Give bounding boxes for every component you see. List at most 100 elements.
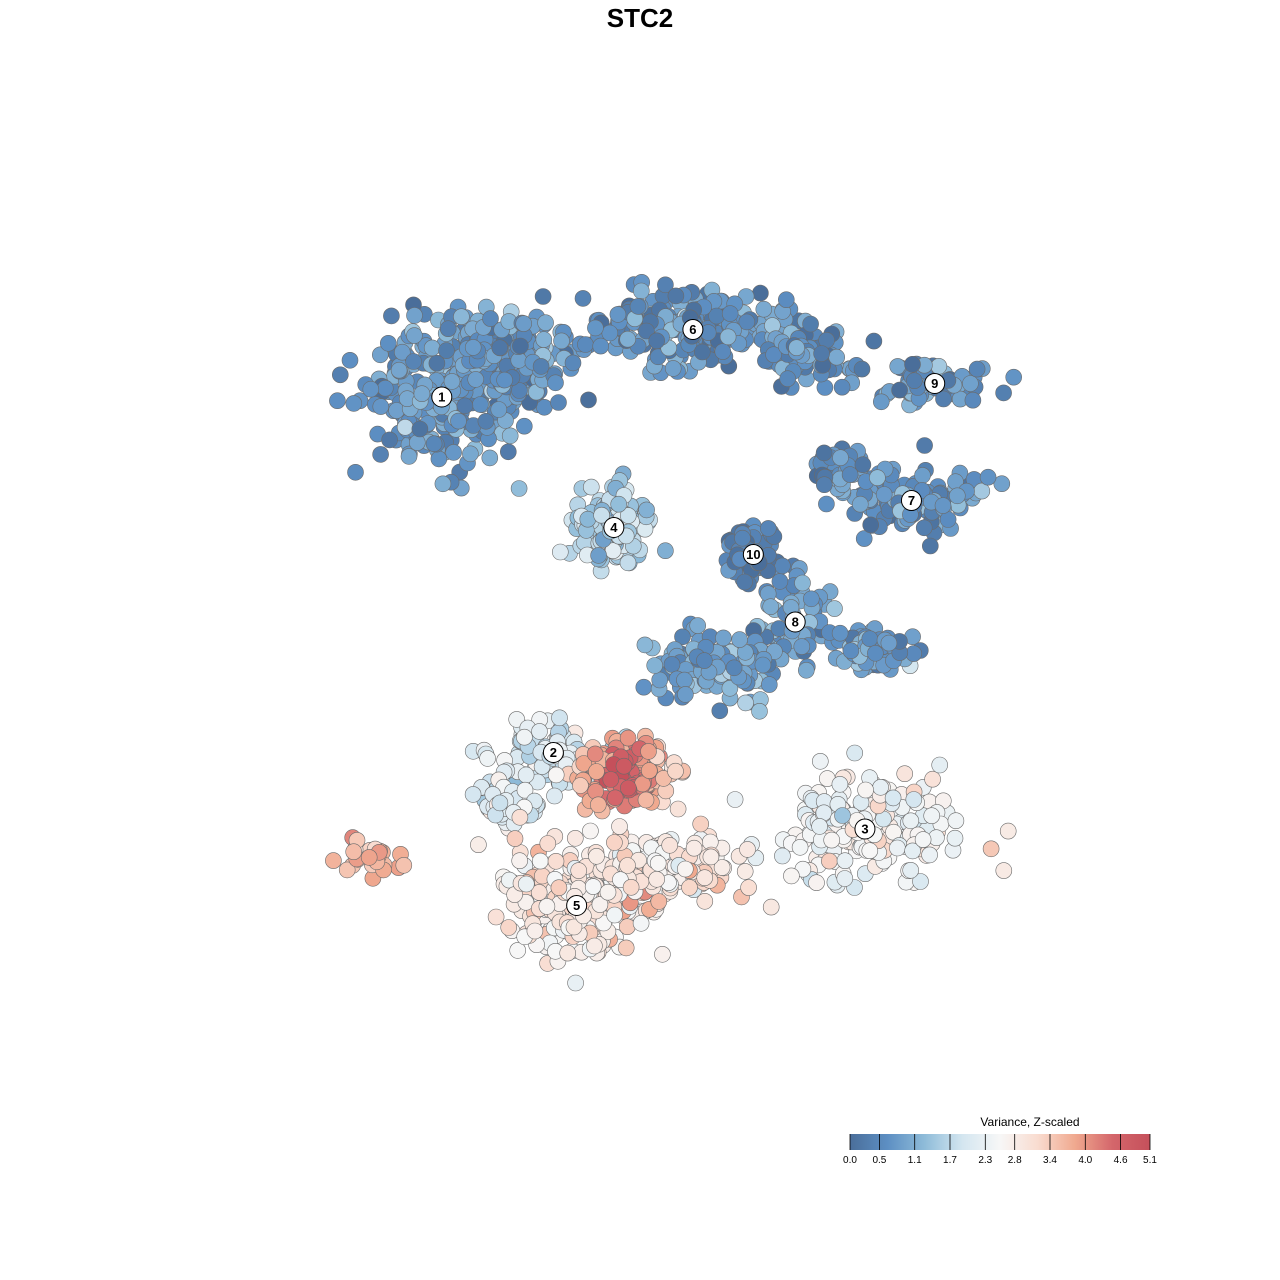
scatter-point — [815, 476, 833, 494]
scatter-point — [921, 846, 938, 864]
cluster-label-badge — [924, 373, 946, 394]
scatter-point — [379, 334, 397, 352]
scatter-point — [696, 652, 713, 669]
scatter-point — [968, 360, 986, 378]
scatter-point — [395, 856, 413, 874]
scatter-point — [762, 898, 780, 916]
scatter-point — [619, 779, 637, 797]
cluster-labels: 1 2 3 4 5 6 7 8 9 10 — [431, 319, 946, 916]
scatter-point — [765, 346, 782, 364]
scatter-point — [411, 420, 429, 438]
scatter-point — [372, 398, 390, 415]
scatter-point — [648, 870, 666, 888]
cluster-label-badge — [566, 895, 588, 916]
scatter-point — [602, 771, 620, 788]
scatter-point — [517, 766, 535, 784]
scatter-point — [802, 590, 820, 608]
scatter-point — [575, 755, 593, 772]
scatter-point — [760, 676, 778, 693]
scatter-point — [531, 852, 549, 870]
scatter-point — [551, 709, 568, 727]
legend-tick-label: 3.4 — [1043, 1155, 1057, 1166]
scatter-point — [831, 624, 849, 642]
scatter-point — [610, 495, 628, 513]
scatter-point — [590, 547, 607, 564]
scatter-point — [692, 815, 710, 833]
scatter-point — [428, 354, 446, 372]
scatter-point — [547, 374, 564, 392]
scatter-point — [515, 315, 533, 332]
scatter-point — [736, 863, 754, 880]
scatter-point — [713, 859, 731, 876]
scatter-point — [511, 808, 529, 826]
scatter-point — [715, 629, 732, 647]
color-legend: Variance, Z-scaled 0.0 0.5 1.1 1.7 2.3 2.8 3.4… — [843, 1115, 1157, 1166]
scatter-point — [905, 645, 923, 662]
scatter-point — [547, 852, 565, 870]
legend-tick-label: 5.1 — [1143, 1155, 1157, 1166]
scatter-point — [341, 351, 359, 369]
scatter-point — [329, 392, 346, 410]
scatter-point — [783, 867, 800, 885]
scatter-point — [661, 836, 679, 854]
scatter-point — [725, 659, 743, 677]
scatter-point — [406, 307, 423, 324]
scatter-point — [905, 791, 923, 808]
scatter-point — [676, 671, 693, 689]
scatter-point — [828, 348, 846, 366]
scatter-point — [681, 879, 698, 896]
scatter-point — [836, 852, 854, 870]
scatter-point — [547, 766, 565, 784]
scatter-point — [360, 849, 378, 866]
cluster-label-badge — [542, 742, 564, 763]
scatter-point — [464, 339, 482, 356]
cluster-label-5: 5 — [566, 895, 588, 916]
cluster-label-badge — [682, 319, 704, 340]
scatter-point — [362, 380, 380, 398]
scatter-point — [531, 723, 548, 740]
scatter-point — [657, 542, 674, 560]
scatter-point — [846, 744, 864, 762]
scatter-point — [553, 332, 570, 350]
legend-tick-label: 1.1 — [908, 1155, 922, 1166]
scatter-point — [376, 379, 394, 397]
scatter-point — [430, 450, 448, 468]
scatter-point — [663, 656, 681, 673]
scatter-point — [905, 372, 923, 390]
scatter-point — [559, 944, 577, 962]
cluster-label-badge — [742, 544, 764, 565]
scatter-point — [755, 300, 773, 318]
scatter-point — [434, 475, 452, 493]
legend-tick-label: 0.0 — [843, 1155, 857, 1166]
scatter-point — [347, 463, 364, 481]
scatter-point — [479, 750, 496, 767]
legend-ticks: 0.0 0.5 1.1 1.7 2.3 2.8 3.4 4.0 4.6 5.1 — [843, 1134, 1157, 1166]
scatter-point — [629, 298, 647, 315]
scatter-point — [923, 807, 941, 825]
scatter-point — [779, 370, 797, 388]
scatter-point — [619, 857, 636, 874]
cluster-label-text: 7 — [908, 493, 915, 508]
scatter-point — [973, 482, 991, 500]
cluster-label-badge — [431, 386, 453, 408]
scatter-point — [443, 373, 461, 390]
scatter-point — [696, 869, 714, 887]
scatter-point — [674, 628, 691, 646]
scatter-point — [834, 807, 851, 824]
scatter-point — [606, 906, 623, 924]
scatter-point — [872, 393, 890, 411]
scatter-point — [737, 694, 754, 712]
scatter-point — [736, 573, 753, 591]
cluster-label-7: 7 — [900, 490, 922, 511]
scatter-point — [577, 336, 594, 353]
scatter-point — [588, 847, 605, 865]
scatter-point — [853, 360, 871, 378]
scatter-point — [345, 843, 363, 861]
scatter-point — [826, 600, 843, 617]
scatter-point — [869, 469, 886, 487]
scatter-point — [921, 537, 939, 555]
scatter-point — [517, 875, 535, 893]
scatter-point — [499, 443, 517, 461]
scatter-point — [487, 908, 505, 926]
cluster-label-text: 5 — [573, 898, 580, 913]
